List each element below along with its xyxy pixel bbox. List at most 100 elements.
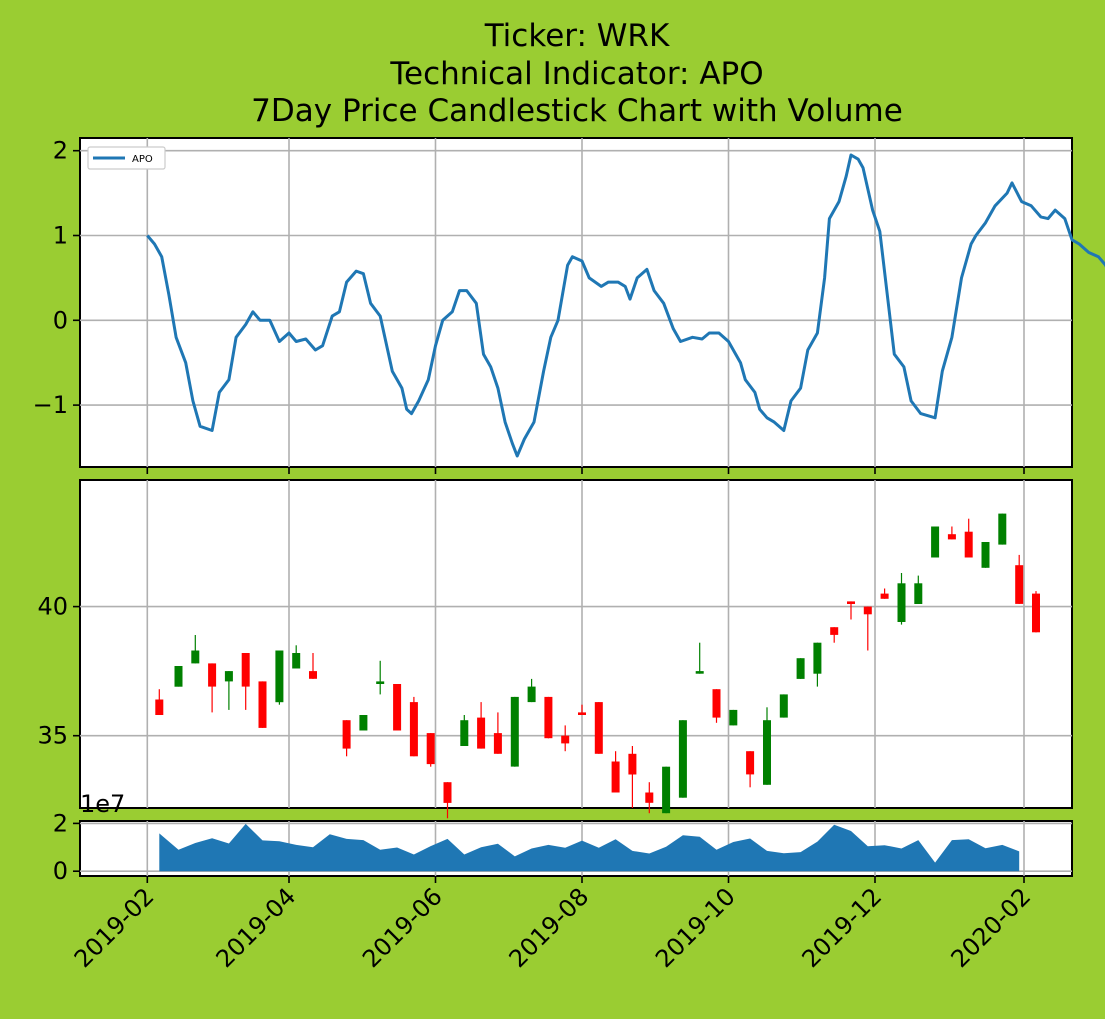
candle-32: [712, 689, 721, 723]
candle-28: [645, 782, 654, 814]
candle-11: [359, 715, 368, 731]
candle-43: [897, 573, 906, 625]
candle-41: [863, 606, 872, 651]
candle-22: [544, 696, 553, 739]
candle-body: [578, 712, 586, 715]
candle-body: [729, 709, 738, 726]
candle-2: [191, 635, 200, 664]
candle-7: [275, 650, 284, 705]
candle-21: [527, 678, 536, 703]
candle-body: [880, 593, 889, 599]
candle-body: [460, 720, 469, 746]
candle-9: [309, 653, 317, 679]
candle-26: [611, 751, 620, 793]
indicator-ytick-label-2: 1: [53, 222, 68, 250]
candle-body: [224, 671, 233, 682]
apo-legend: APO: [87, 146, 166, 170]
candle-27: [628, 746, 637, 808]
candle-10: [342, 720, 351, 757]
indicator-panel-frame: [79, 137, 1073, 468]
candle-37: [796, 658, 805, 679]
candle-45: [931, 526, 940, 558]
candle-31: [695, 642, 704, 674]
candle-1: [174, 666, 183, 687]
candle-body: [1015, 565, 1024, 604]
candle-body: [947, 534, 956, 540]
volume-ytick-label-0: 0: [53, 857, 68, 885]
candle-body: [981, 542, 990, 568]
candle-47: [964, 518, 973, 558]
candle-body: [208, 663, 217, 687]
candle-49: [998, 513, 1007, 545]
chart-title-line-1: Ticker: WRK: [484, 18, 670, 54]
candle-body: [376, 681, 385, 684]
candle-body: [914, 583, 923, 604]
candle-body: [258, 681, 267, 728]
price-ytick-label-0: 35: [37, 722, 68, 750]
candle-12: [376, 660, 385, 695]
candle-17: [460, 715, 469, 746]
candle-body: [830, 627, 839, 635]
indicator-y-axis: −1 0 1 2: [33, 137, 80, 419]
candle-body: [561, 735, 570, 744]
candle-3: [208, 663, 217, 713]
candle-body: [1032, 593, 1040, 633]
candle-body: [275, 650, 284, 703]
candle-body: [746, 751, 755, 775]
legend-label-apo: APO: [132, 154, 153, 165]
candle-42: [880, 588, 889, 599]
candle-18: [477, 702, 486, 749]
candle-40: [847, 601, 855, 620]
candle-body: [477, 717, 486, 749]
candle-15: [426, 733, 435, 767]
candle-body: [813, 642, 822, 674]
candle-6: [258, 681, 267, 728]
candle-body: [510, 696, 519, 767]
candle-33: [729, 709, 738, 726]
candle-body: [155, 699, 164, 715]
candle-body: [292, 653, 301, 669]
candle-24: [578, 704, 586, 715]
candle-0: [155, 689, 164, 715]
candle-body: [409, 702, 418, 757]
indicator-ytick-label-1: 0: [53, 306, 68, 334]
candle-50: [1015, 554, 1024, 604]
indicator-ytick-label-0: −1: [33, 391, 68, 419]
candle-51: [1032, 591, 1040, 633]
volume-y-axis: 02: [53, 809, 80, 885]
candle-13: [393, 684, 402, 731]
chart-title-line-2: Technical Indicator: APO: [389, 56, 763, 92]
candle-34: [746, 751, 755, 788]
volume-offset-label: 1e7: [80, 790, 125, 818]
candle-body: [393, 684, 402, 731]
candle-body: [645, 792, 654, 803]
candle-body: [527, 686, 536, 703]
candle-39: [830, 627, 839, 643]
candle-body: [493, 733, 502, 754]
candle-body: [241, 653, 250, 687]
candle-body: [628, 753, 637, 775]
legend-box: [87, 146, 166, 170]
candle-14: [409, 696, 418, 757]
candle-body: [611, 761, 620, 793]
candle-36: [779, 694, 788, 718]
candle-25: [594, 702, 603, 754]
candle-44: [914, 575, 923, 604]
candle-29: [662, 766, 671, 814]
chart-title-line-3: 7Day Price Candlestick Chart with Volume: [251, 93, 903, 129]
candle-body: [847, 601, 855, 604]
candle-46: [947, 526, 956, 540]
candle-body: [695, 671, 704, 674]
candles: [155, 513, 1040, 819]
candle-body: [426, 733, 435, 765]
price-y-axis: 35 40: [37, 593, 80, 750]
candle-body: [662, 766, 671, 814]
candle-body: [191, 650, 200, 664]
indicator-grid: [80, 138, 1072, 467]
candle-body: [678, 720, 687, 798]
candle-body: [359, 715, 368, 731]
price-ytick-label-1: 40: [37, 593, 68, 621]
volume-area-path: [159, 823, 1020, 872]
candle-body: [544, 696, 553, 739]
candle-body: [931, 526, 940, 558]
